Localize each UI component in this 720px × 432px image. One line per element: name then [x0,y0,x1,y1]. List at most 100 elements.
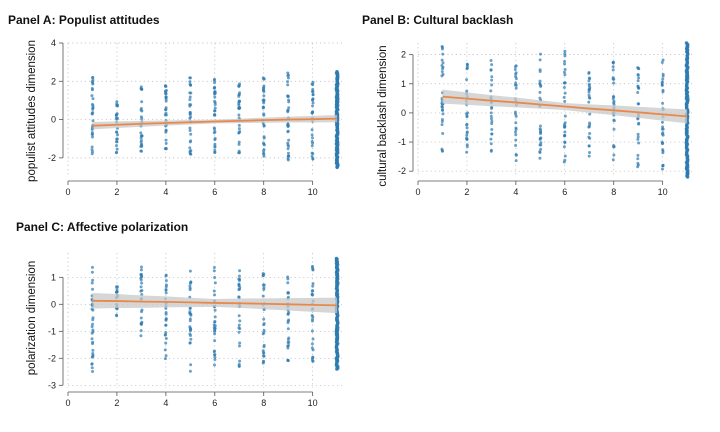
data-point [90,145,94,149]
data-point [465,150,469,154]
data-point [90,102,94,106]
data-point [188,111,192,115]
data-point [91,308,95,312]
data-point [465,65,469,69]
data-point [237,330,241,334]
data-point [490,106,494,110]
data-point [90,94,94,98]
data-point [563,59,567,63]
data-point [140,289,144,293]
x-tick-label: 0 [415,187,420,197]
data-point [213,142,217,146]
data-point [539,143,543,147]
data-point [490,117,494,121]
data-point [213,332,217,336]
data-point [237,364,241,368]
data-point [490,78,494,82]
data-point [237,103,241,107]
panel-b-cultural-backlash: Panel B: Cultural backlash cultural back… [362,13,692,197]
data-point [188,281,192,285]
data-point [164,147,168,151]
data-point [310,144,314,148]
data-point [91,287,95,291]
data-point [188,369,192,373]
data-point [238,99,242,103]
data-point [139,149,143,153]
data-point [588,131,592,135]
data-point [637,141,641,145]
data-point [262,328,266,332]
data-point [660,83,664,87]
data-point [440,74,444,78]
data-point [310,313,314,317]
data-point [464,136,468,140]
data-point [213,106,217,110]
data-point [163,333,167,337]
y-tick-label: -2 [48,153,56,163]
data-point [164,111,168,115]
y-tick-label: 2 [51,76,56,86]
y-tick-label: 1 [401,79,406,89]
data-point [212,126,216,130]
data-point [465,145,469,149]
data-point [310,136,314,140]
data-point [164,283,168,287]
data-point [237,326,241,330]
data-point [262,142,266,146]
data-point [311,101,315,105]
data-point [636,153,640,157]
data-point [538,68,542,72]
data-point [115,104,119,108]
data-point [538,58,542,62]
data-point [213,148,217,152]
data-point [441,132,445,136]
data-point [238,341,242,345]
data-point [91,318,95,322]
data-point [286,158,290,162]
data-point [514,114,518,118]
data-point [661,149,665,153]
data-point [238,269,242,273]
data-point [262,317,266,321]
data-point [140,265,144,269]
panel-a-y-axis: -2 0 2 4 [48,38,64,163]
data-point [238,285,242,289]
data-point [188,95,192,99]
data-point [489,89,493,93]
data-point [514,121,518,125]
data-point [311,359,315,363]
x-tick-label: 8 [611,187,616,197]
data-point [164,97,168,101]
data-point [287,98,291,102]
y-tick-label: -2 [398,166,406,176]
data-point [188,146,192,150]
data-point [164,336,168,340]
data-point [139,334,143,338]
data-point [563,114,567,118]
data-point [164,291,168,295]
data-point [213,95,217,99]
data-point [563,91,567,95]
data-point [440,119,444,123]
data-point [562,85,566,89]
data-point [115,150,119,154]
data-point [213,355,217,359]
data-point [164,273,168,277]
data-point [91,110,95,114]
data-point [286,277,290,281]
panel-c-title: Panel C: Affective polarization [16,220,188,234]
data-point [636,102,640,106]
data-point [188,128,192,132]
data-point [660,120,664,124]
data-point [287,311,291,315]
y-tick-label: -1 [398,137,406,147]
data-point [660,167,664,171]
data-point [612,99,616,103]
panel-a-x-axis: 0 2 4 6 8 10 [65,180,318,197]
data-point [262,272,266,276]
data-point [188,91,192,95]
data-point [188,341,192,345]
data-point [213,276,217,280]
data-point [440,148,444,152]
data-point [539,141,543,145]
